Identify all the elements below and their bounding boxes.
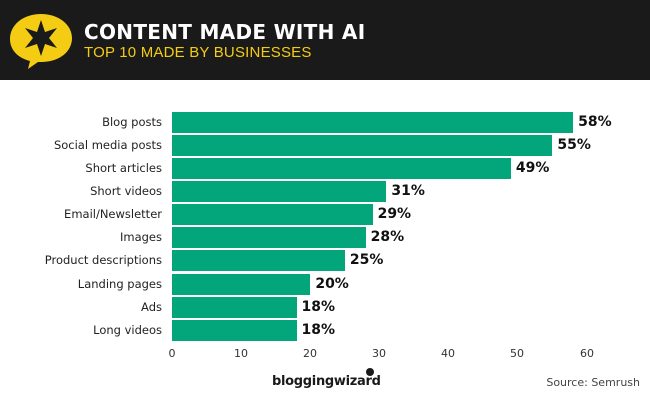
value-label: 49%: [515, 160, 550, 176]
category-label: Email/Newsletter: [64, 207, 162, 221]
value-label: 55%: [557, 137, 591, 153]
category-label: Blog posts: [102, 115, 162, 129]
star-speech-bubble-icon: [10, 14, 72, 69]
value-label: 20%: [315, 276, 349, 292]
bar: [172, 250, 345, 271]
value-label: 18%: [301, 299, 336, 315]
category-label: Long videos: [93, 323, 162, 337]
bar: [172, 181, 387, 202]
header: CONTENT MADE WITH AI TOP 10 MADE BY BUSI…: [0, 0, 650, 80]
bar-chart: Blog posts Social media posts Short arti…: [0, 80, 650, 400]
brand-logo: bloggingwizard: [272, 374, 381, 389]
value-label: 25%: [349, 252, 384, 268]
source-note: Source: Semrush: [546, 376, 640, 389]
x-tick: 50: [510, 347, 524, 360]
value-label: 58%: [578, 114, 612, 130]
bar: [172, 112, 574, 133]
category-label: Product descriptions: [44, 253, 162, 267]
bar: [172, 135, 553, 156]
category-label: Landing pages: [77, 277, 162, 291]
category-label: Ads: [141, 300, 162, 314]
bar: [172, 158, 511, 179]
category-label: Social media posts: [53, 138, 162, 152]
value-label: 28%: [370, 229, 405, 245]
bar: [172, 297, 297, 318]
bar: [172, 204, 373, 225]
category-label: Short articles: [85, 161, 162, 175]
x-tick: 30: [372, 347, 386, 360]
chart-title: CONTENT MADE WITH AI: [84, 20, 366, 44]
brand-bubble-icon: [366, 368, 374, 376]
x-tick: 40: [441, 347, 455, 360]
value-label: 29%: [377, 206, 412, 222]
value-label: 18%: [301, 322, 336, 338]
bar: [172, 320, 297, 341]
value-label: 31%: [391, 183, 425, 199]
bar: [172, 227, 366, 248]
category-label: Images: [119, 230, 162, 244]
chart-subtitle: TOP 10 MADE BY BUSINESSES: [84, 44, 312, 61]
x-tick: 60: [580, 347, 594, 360]
x-tick: 0: [168, 347, 176, 360]
category-label: Short videos: [90, 184, 162, 198]
bar: [172, 274, 311, 295]
x-tick: 20: [303, 347, 317, 360]
x-tick: 10: [234, 347, 248, 360]
